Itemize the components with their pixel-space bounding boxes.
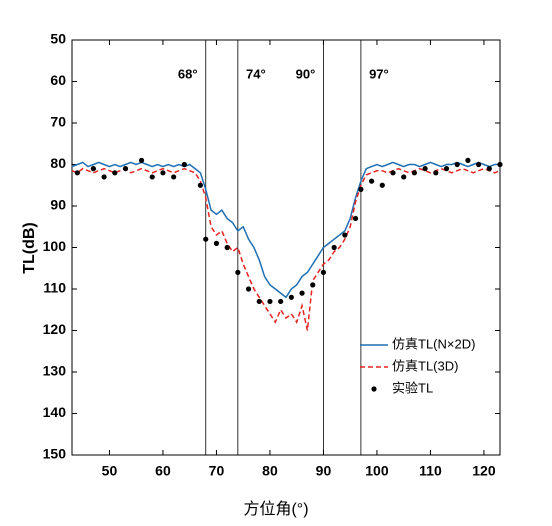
x-tick-label: 90 <box>316 463 332 479</box>
y-tick-label: 90 <box>50 197 66 213</box>
data-point <box>443 166 450 172</box>
x-tick-label: 50 <box>102 463 118 479</box>
reference-label: 97° <box>369 66 389 81</box>
reference-label: 74° <box>246 66 266 81</box>
data-point <box>299 290 305 296</box>
data-point <box>401 174 407 180</box>
data-point <box>497 161 503 168</box>
data-point <box>411 170 417 176</box>
data-line <box>71 167 501 331</box>
data-point <box>160 170 166 176</box>
y-tick-label: 70 <box>50 114 66 130</box>
data-point <box>320 269 327 275</box>
data-point <box>213 240 220 246</box>
legend-label: 仿真TL(3D) <box>392 358 458 373</box>
legend-label: 仿真TL(N×2D) <box>392 336 475 351</box>
data-point <box>476 161 482 168</box>
y-tick-label: 130 <box>43 363 67 379</box>
data-point <box>171 174 177 180</box>
data-point <box>267 298 273 305</box>
x-tick-label: 70 <box>209 463 225 479</box>
data-point <box>379 182 385 188</box>
data-point <box>433 170 439 176</box>
data-point <box>369 178 375 184</box>
x-tick-label: 80 <box>262 463 278 479</box>
reference-label: 90° <box>296 66 316 81</box>
data-point <box>288 294 294 300</box>
data-point <box>90 166 96 172</box>
data-point <box>138 157 145 163</box>
data-point <box>358 186 364 192</box>
data-point <box>197 182 203 188</box>
legend-label: 实验TL <box>392 380 433 395</box>
data-point <box>101 174 107 180</box>
data-point <box>181 161 187 168</box>
data-point <box>112 170 118 176</box>
data-point <box>422 166 428 172</box>
data-point <box>352 215 359 222</box>
y-tick-label: 150 <box>43 446 67 462</box>
data-point <box>390 170 396 176</box>
data-point <box>310 282 316 288</box>
data-line <box>71 161 500 299</box>
data-point <box>149 174 155 180</box>
data-point <box>203 236 209 242</box>
data-point <box>331 244 337 251</box>
y-axis-label: TL(dB) <box>21 222 38 274</box>
y-tick-label: 80 <box>50 155 66 171</box>
plot-frame <box>71 39 501 456</box>
data-point <box>278 298 284 305</box>
x-tick-label: 120 <box>472 463 496 479</box>
data-point <box>235 269 241 275</box>
data-point <box>342 232 348 238</box>
data-point <box>245 286 252 292</box>
data-point <box>486 166 492 172</box>
x-axis-label: 方位角(°) <box>243 500 308 518</box>
data-point <box>122 166 129 172</box>
y-tick-label: 140 <box>43 404 67 420</box>
y-tick-label: 110 <box>43 280 66 296</box>
x-tick-label: 60 <box>155 463 171 479</box>
legend-marker <box>371 386 377 392</box>
y-tick-label: 100 <box>43 238 67 254</box>
y-tick-label: 120 <box>43 321 67 337</box>
data-point <box>224 244 230 251</box>
x-tick-label: 110 <box>419 463 442 479</box>
data-point <box>256 298 262 305</box>
y-tick-label: 60 <box>50 72 66 88</box>
data-point <box>454 161 460 168</box>
x-tick-label: 100 <box>365 463 389 479</box>
data-point <box>74 170 80 176</box>
data-point <box>465 157 471 163</box>
reference-label: 68° <box>178 66 198 81</box>
y-tick-label: 50 <box>50 31 66 47</box>
